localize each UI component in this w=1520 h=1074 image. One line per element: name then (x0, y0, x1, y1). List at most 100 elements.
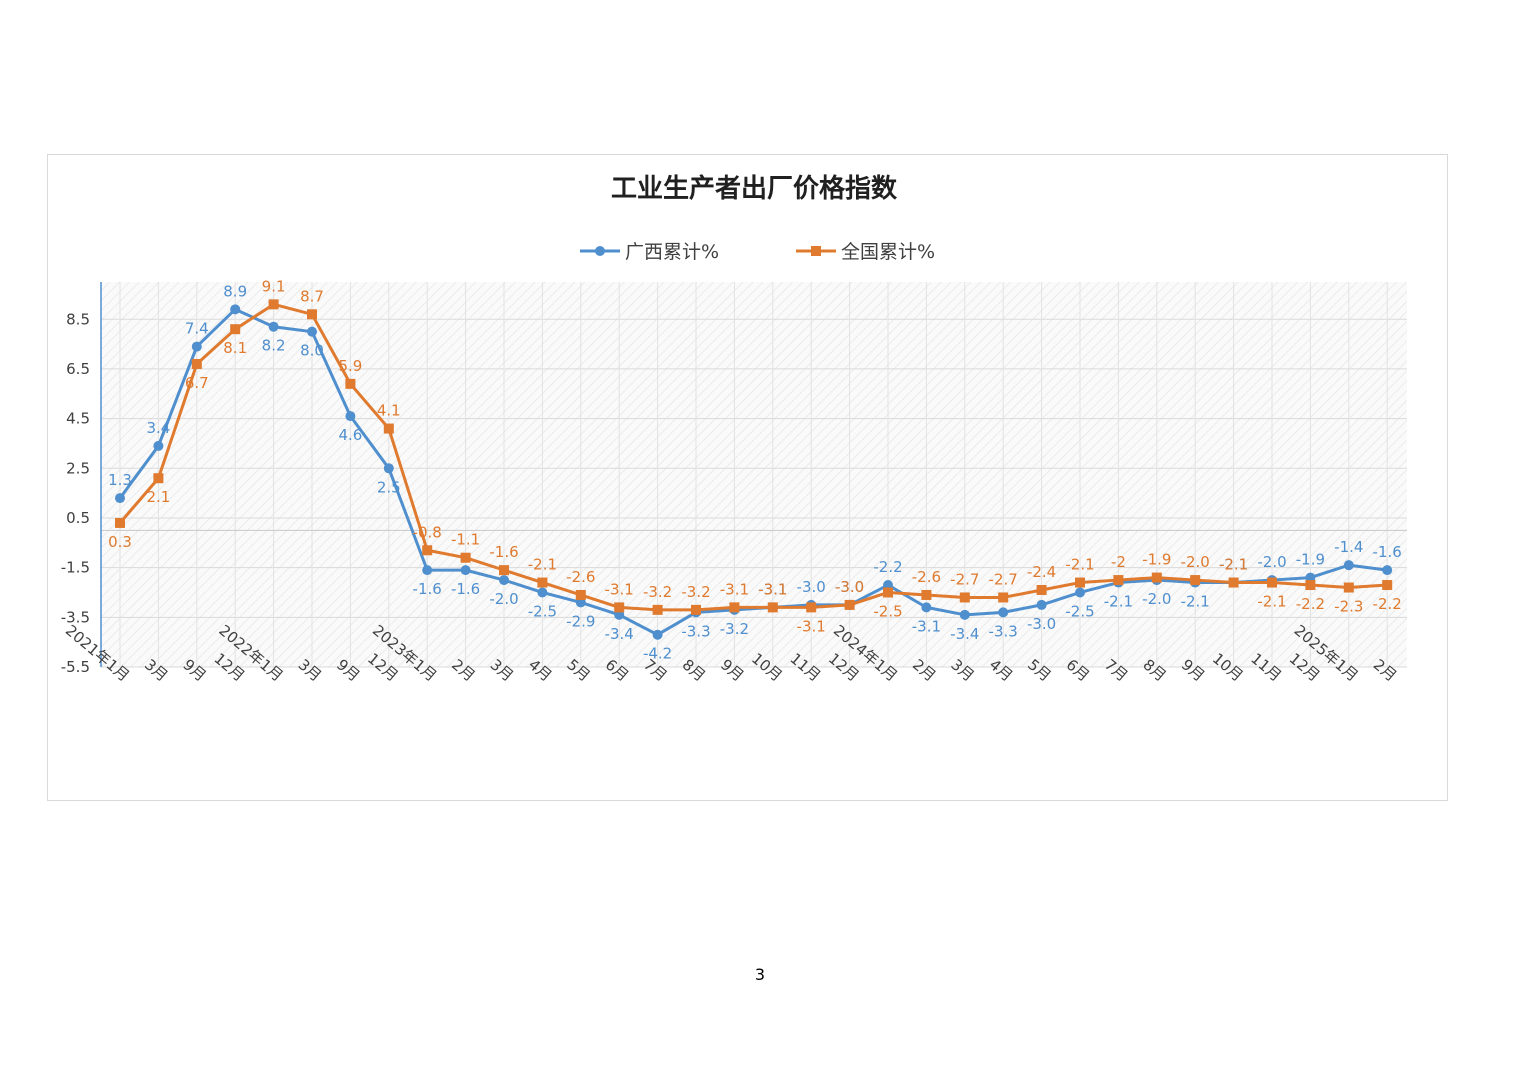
series-layer: 1.3 3.4 7.4 8.9 8.2 8.0 4.6 2.5 -1.6 -1.6 -2.0 -2.5… (108, 277, 1402, 662)
gx-point (1343, 560, 1354, 571)
cn-point (1036, 585, 1047, 595)
cn-point (1151, 572, 1162, 583)
cn-data-label: -3.0 (835, 578, 864, 596)
cn-data-label: -3.2 (681, 583, 710, 601)
y-tick-label: 0.5 (66, 509, 90, 527)
gx-point (1382, 565, 1393, 576)
gx-data-label: -2.1 (1219, 556, 1248, 574)
cn-point (537, 577, 548, 588)
gx-data-label: -3.0 (797, 578, 826, 596)
y-tick-label: -5.5 (61, 658, 90, 676)
cn-data-label: -2.1 (1257, 593, 1286, 611)
cn-data-label: 6.7 (185, 374, 209, 392)
gx-point (191, 341, 202, 352)
cn-point (729, 602, 740, 613)
gx-point (115, 493, 125, 504)
gx-data-label: -3.2 (720, 620, 749, 638)
y-tick-label: 4.5 (66, 410, 90, 428)
gx-data-label: 4.6 (338, 426, 362, 444)
gx-data-label: 7.4 (185, 320, 209, 338)
y-tick-label: 2.5 (66, 459, 90, 477)
cn-data-label: -1.1 (451, 531, 480, 549)
cn-data-label: -2.6 (912, 568, 941, 586)
cn-point (499, 565, 509, 576)
y-axis: 8.5 6.5 4.5 2.5 0.5 -1.5 -3.5 -5.5 (61, 282, 102, 676)
series-line-1 (118, 302, 1388, 612)
cn-point (614, 602, 625, 613)
y-tick-label: -3.5 (61, 608, 90, 626)
chart-frame: 工业生产者出厂价格指数 广西累计% 全国累计% 8.5 6.5 4.5 2.5 0.5 -1… (47, 154, 1448, 801)
gx-data-label: -3.4 (950, 625, 979, 643)
legend-label-1: 全国累计% (841, 241, 935, 263)
cn-point (691, 604, 701, 615)
gx-point (383, 463, 394, 474)
gx-point (921, 602, 932, 613)
gx-point (230, 304, 241, 315)
cn-point (1305, 580, 1316, 591)
gx-data-label: -2.0 (1142, 590, 1171, 608)
cn-point (307, 309, 317, 320)
gx-point (959, 609, 970, 620)
gx-point (537, 587, 548, 598)
gx-data-label: 2.5 (377, 478, 401, 496)
gx-data-label: -3.3 (681, 622, 710, 640)
cn-point (1075, 577, 1085, 588)
legend-marker-square (811, 246, 821, 256)
cn-data-label: -2.1 (528, 556, 557, 574)
cn-data-label: 4.1 (377, 402, 401, 420)
cn-point (883, 587, 893, 598)
gx-data-label: -4.2 (643, 645, 672, 663)
gx-point (268, 321, 279, 332)
cn-data-label: -3.2 (643, 583, 672, 601)
cn-data-label: -3.1 (720, 580, 749, 598)
gx-data-label: -2.0 (1257, 553, 1286, 571)
cn-point (806, 602, 817, 613)
gx-point (499, 575, 509, 586)
cn-data-label: -1.9 (1142, 551, 1171, 569)
cn-data-label: -3.1 (758, 580, 787, 598)
cn-data-label: -3.1 (605, 580, 634, 598)
cn-data-label: 5.9 (338, 357, 362, 375)
cn-point (230, 324, 241, 335)
cn-data-label: -2.6 (566, 568, 595, 586)
cn-data-label: 9.1 (262, 277, 286, 295)
gx-data-label: -2.9 (566, 612, 595, 630)
cn-point (422, 545, 433, 556)
gx-data-label: -3.1 (758, 580, 787, 598)
cn-data-label: -2.4 (1027, 563, 1056, 581)
cn-point (652, 604, 663, 615)
cn-point (383, 423, 394, 434)
legend: 广西累计% 全国累计% (580, 241, 935, 263)
gx-data-label: -2.1 (1104, 593, 1133, 611)
gx-data-label: -1.9 (1296, 551, 1325, 569)
gx-data-label: -1.6 (451, 580, 480, 598)
cn-point (191, 358, 202, 369)
cn-data-label: -2.3 (1334, 598, 1363, 616)
gx-data-label: -3.4 (605, 625, 634, 643)
cn-data-label: -2 (1111, 553, 1126, 571)
gx-data-label: 8.0 (300, 342, 324, 360)
gx-point (998, 607, 1009, 618)
cn-data-label: -2.7 (989, 570, 1018, 588)
gx-point (1075, 587, 1085, 598)
cn-point (115, 517, 125, 528)
gx-data-label: -2.2 (873, 558, 902, 576)
cn-data-label: 0.3 (108, 533, 132, 551)
legend-label-0: 广西累计% (625, 241, 719, 263)
gx-data-label: -1.6 (1373, 543, 1402, 561)
cn-data-label: 8.1 (223, 339, 247, 357)
gx-point (652, 629, 663, 640)
gx-data-label: -1.6 (413, 580, 442, 598)
cn-point (1267, 577, 1277, 588)
cn-point (575, 589, 586, 600)
gx-data-label: -2.5 (528, 602, 557, 620)
gx-point (1036, 599, 1047, 610)
y-tick-label: 6.5 (66, 360, 90, 378)
cn-data-label: 2.1 (146, 488, 170, 506)
cn-data-label: -2.1 (1219, 556, 1248, 574)
cn-point (153, 473, 164, 484)
gx-point (460, 565, 471, 576)
cn-point (921, 589, 932, 600)
cn-point (1228, 577, 1239, 588)
cn-point (460, 552, 471, 563)
